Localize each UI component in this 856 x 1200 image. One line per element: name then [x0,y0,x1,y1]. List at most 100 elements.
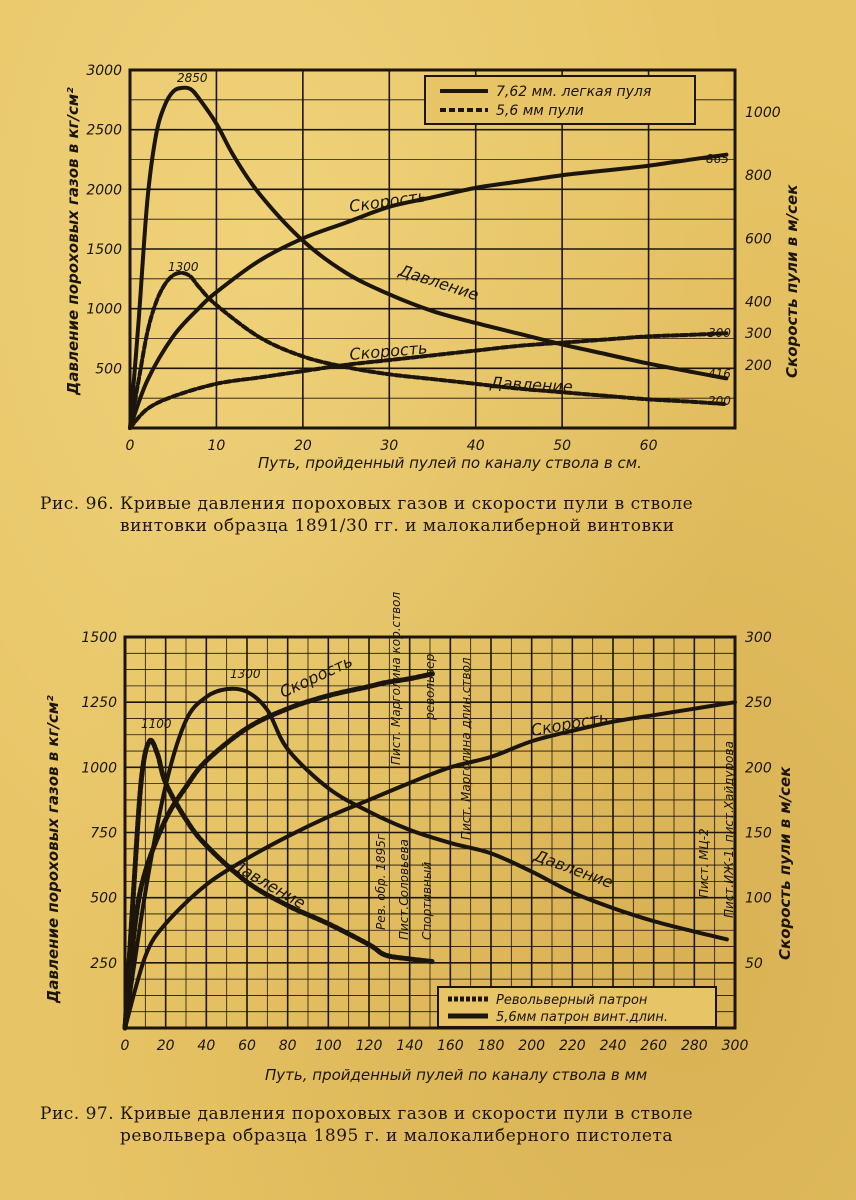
fig96-series-2-point [604,395,606,397]
fig97-series-0-point [409,958,411,960]
fig96-series-0-point [647,362,650,365]
fig96-y-left-tick-label: 500 [95,361,122,377]
fig97-series-3-point [653,714,655,716]
fig97-curves [122,670,737,1031]
fig97-series-2-point [327,787,329,789]
fig97-x-tick-label: 160 [437,1038,464,1054]
fig97-series-2-point [653,920,655,922]
fig97-x-tick-label: 240 [600,1038,627,1054]
fig97-x-tick-label: 220 [559,1038,586,1054]
fig96-legend-item-56: 5,6 мм пули [496,103,584,119]
fig96-series-2-point [302,355,304,357]
fig96-y-left-tick-label: 1000 [86,302,122,318]
fig97-series-3-point [531,740,533,742]
fig97-label-pressure-a: Давление [227,855,309,913]
fig96-y-right-tick-label: 400 [745,295,772,311]
fig97-x-tick-label: 200 [518,1038,545,1054]
fig97-series-3-point [287,835,289,838]
fig96-series-0-point [181,87,183,89]
fig96-series-0-point [725,377,727,379]
fig96-legend-box [424,75,696,125]
fig97-y-right-tick-label: 200 [745,760,772,776]
fig96-series-1-point [259,259,261,262]
fig97-x-tick-label: 0 [121,1038,130,1054]
fig96-series-1-point [198,307,200,309]
fig96-x-tick-label: 40 [467,438,485,454]
fig97-caption-line-2: револьвера образца 1895 г. и малокалибер… [120,1126,673,1146]
fig96-x-tick-label: 30 [380,438,398,454]
fig96-annotation-vel-762-end: 865 [706,152,729,166]
fig96-y-left-tick-label: 2000 [86,182,122,198]
fig96-series-3-point [388,359,390,361]
fig96-caption: Рис. 96. Кривые давления пороховых газов… [40,493,820,537]
fig96-series-1-point [431,196,434,198]
fig97-series-3-point [612,721,614,723]
fig97-series-3-point [693,708,695,710]
fig96-x-tick-label: 0 [126,438,135,454]
fig96-series-1-point [215,291,218,293]
fig97-series-0-point [287,904,289,907]
fig96-series-line-2 [128,270,729,430]
fig97-series-2-point [226,688,228,690]
fig96-y-right-tick-label: 300 [745,326,772,342]
fig96-y-right-tick-label: 600 [745,231,772,247]
fig97-series-1-point [327,695,329,697]
fig97-caption-line-1: Рис. 97. Кривые давления пороховых газов… [40,1104,694,1124]
fig96-series-3-point [561,342,563,344]
fig97-series-0-point [140,779,142,781]
fig97-series-1-point [287,708,289,710]
fig96-y-left-tick-label: 3000 [86,63,122,79]
fig96-series-1-point [725,154,727,156]
fig96-y-right-tick-label: 800 [745,168,772,184]
fig96-series-0-point [233,155,235,157]
fig97-legend-box [437,986,717,1028]
fig96-y-right-tick-label: 1000 [745,105,781,121]
fig97-annotation-revolver-1895: Рев. обр. 1895г. [374,830,388,930]
fig96-series-1-point [345,222,347,224]
fig96-series-0-point [691,371,693,373]
fig97-y-right-tick-label: 300 [745,630,772,646]
fig97-series-1-point [165,818,167,821]
fig96-annotation-vel-56-end: 300 [708,326,731,340]
fig96-series-2-point [215,304,218,306]
fig97-x-tick-label: 280 [681,1038,708,1054]
fig97-annotation-sport: Спортивный [420,862,434,940]
fig96-series-2-point [388,373,390,375]
fig96-series-3-point [215,383,218,385]
fig96-series-0-point [215,123,218,125]
fig96-legend-item-762: 7,62 мм. легкая пуля [496,84,651,100]
fig96-series-3-point [604,338,606,341]
fig96-label-pressure-762: Давление [396,260,481,304]
fig96-series-2-point [518,388,520,390]
fig96-series-0-point [189,88,192,90]
fig96-label-speed-762: Скорость [348,186,428,216]
fig97-series-2-point [531,871,533,873]
fig97-x-tick-label: 180 [478,1038,505,1054]
fig97-y-left-tick-label: 500 [90,891,117,907]
fig96-series-3-point [345,364,347,366]
fig96-annotation-p-56-end: 200 [708,394,731,408]
fig97-series-0-point [368,943,370,946]
fig97-series-3-point [327,816,329,818]
fig97-annotation-revolver: револьвер [423,653,437,721]
fig97-y-left-tick-label: 1500 [81,630,117,646]
fig96-y-right-tick-label: 200 [745,358,772,374]
fig97-series-line-0 [122,737,435,1031]
fig97-x-tick-label: 100 [315,1038,342,1054]
fig97-label-pressure-b: Давление [531,846,616,892]
fig96-series-1-point [604,169,606,172]
fig97-series-2-point [266,709,268,711]
fig97-series-3-point [734,701,736,703]
fig97-series-3-point [490,756,492,758]
fig97-y-left-tick-label: 1250 [81,695,117,711]
fig96-series-3-point [691,334,693,336]
fig96-series-1-point [388,206,390,208]
fig96-series-0-point [155,135,157,137]
fig96-caption-line-2: винтовки образца 1891/30 гг. и малокалиб… [120,516,675,536]
fig97-series-1-point [409,678,411,680]
fig97-series-2-point [144,891,146,894]
fig97-x-tick-label: 260 [640,1038,667,1054]
fig97-series-2-point [246,691,248,693]
fig97-series-2-point [693,930,695,933]
fig96-x-tick-label: 10 [208,438,226,454]
